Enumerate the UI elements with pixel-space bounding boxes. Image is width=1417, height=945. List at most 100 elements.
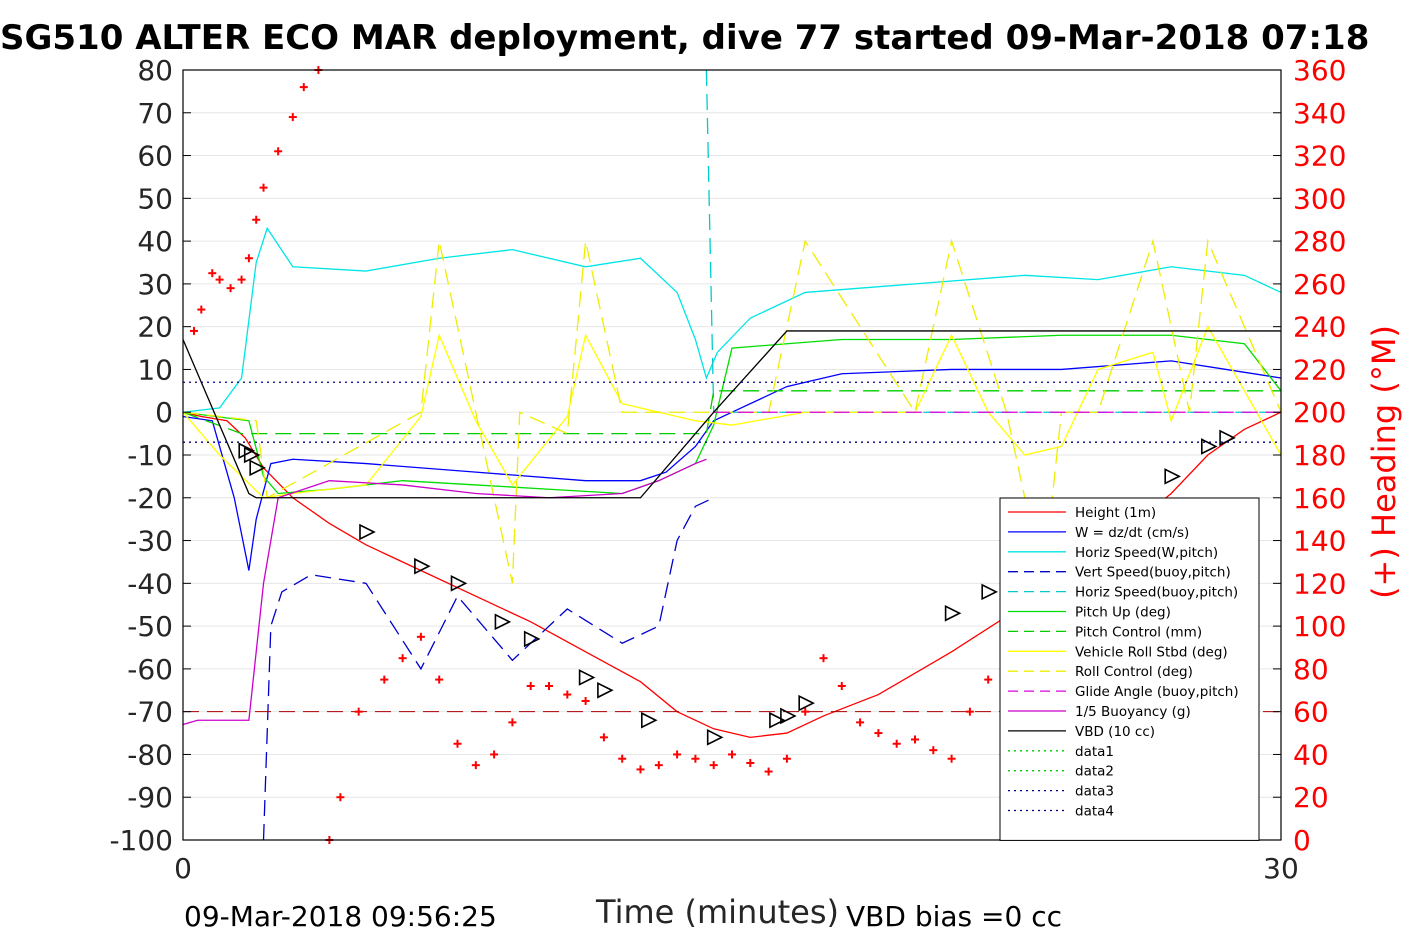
- height-marker: [243, 446, 261, 464]
- heading-point: [189, 326, 198, 335]
- heading-point: [782, 754, 791, 763]
- legend-label: 1/5 Buoyancy (g): [1075, 704, 1191, 720]
- y-right-tick-label: 360: [1293, 54, 1346, 87]
- dive-timestamp: 09-Mar-2018 09:56:25: [184, 900, 497, 933]
- y-right-tick-label: 320: [1293, 140, 1346, 173]
- y-tick-label: 10: [137, 353, 173, 386]
- heading-point: [947, 754, 956, 763]
- y-right-tick-label: 60: [1293, 696, 1329, 729]
- y-tick-label: -70: [127, 696, 173, 729]
- y-right-tick-label: 300: [1293, 182, 1346, 215]
- y-right-tick-label: 140: [1293, 525, 1346, 558]
- heading-point: [709, 761, 718, 770]
- series-vbd-10-cc: [182, 330, 1281, 499]
- legend-label: Height (1m): [1075, 505, 1156, 521]
- height-marker: [981, 583, 998, 601]
- height-marker: [414, 557, 431, 575]
- y-axis-label-right: (+) Heading (°M): [1365, 325, 1403, 599]
- y-tick-label: 40: [137, 225, 173, 258]
- y-tick-label: 20: [137, 311, 173, 344]
- heading-point: [244, 254, 253, 263]
- height-marker: [238, 442, 256, 460]
- heading-point: [299, 83, 308, 92]
- height-marker: [706, 729, 724, 746]
- legend-label: W = dz/dt (cm/s): [1075, 525, 1189, 541]
- height-marker: [1164, 468, 1181, 485]
- height-marker: [1219, 429, 1236, 447]
- height-marker: [798, 694, 815, 712]
- series-vert-speed-buoy-pitch: [262, 497, 714, 841]
- heading-point: [259, 183, 268, 192]
- height-marker: [450, 575, 468, 592]
- heading-point: [526, 682, 535, 690]
- y-tick-label: 50: [137, 182, 173, 215]
- y-right-tick-label: 340: [1293, 97, 1346, 130]
- y-right-tick-label: 240: [1293, 311, 1346, 344]
- legend-label: data1: [1075, 744, 1114, 760]
- heading-point: [929, 746, 938, 755]
- y-tick-label: -60: [127, 653, 173, 686]
- series-roll-control-deg: [182, 238, 1282, 584]
- y-tick-label: -30: [127, 525, 173, 558]
- legend-label: Vehicle Roll Stbd (deg): [1075, 644, 1228, 660]
- y-right-tick-label: 160: [1293, 482, 1346, 515]
- y-tick-label: -20: [127, 482, 173, 515]
- height-marker: [523, 630, 541, 648]
- chart-title: SG510 ALTER ECO MAR deployment, dive 77 …: [0, 18, 1370, 58]
- heading-point: [380, 675, 389, 684]
- legend-label: data3: [1075, 784, 1114, 800]
- heading-point: [984, 675, 993, 684]
- heading-point: [336, 793, 345, 802]
- height-marker: [578, 669, 596, 686]
- y-tick-label: -100: [109, 824, 173, 857]
- heading-point: [636, 765, 645, 774]
- y-tick-label: 80: [137, 54, 173, 87]
- x-tick-label: 0: [174, 852, 192, 885]
- heading-point: [819, 654, 828, 663]
- heading-point: [416, 632, 425, 641]
- legend: Height (1m) W = dz/dt (cm/s) Horiz Speed(W…: [999, 497, 1260, 841]
- series-pitch-up-deg: [182, 334, 1282, 495]
- heading-point: [654, 761, 663, 770]
- heading-point: [435, 675, 444, 684]
- heading-point: [599, 733, 608, 742]
- heading-point: [288, 113, 297, 122]
- height-marker: [359, 523, 376, 541]
- y-tick-label: -40: [127, 567, 173, 600]
- height-marker: [494, 613, 512, 631]
- height-marker: [597, 681, 614, 699]
- y-right-tick-label: 100: [1293, 610, 1346, 643]
- x-tick-label: 30: [1263, 852, 1299, 885]
- heading-point: [226, 284, 235, 293]
- y-right-tick-label: 180: [1293, 439, 1346, 472]
- heading-point: [490, 750, 499, 759]
- height-marker: [944, 604, 962, 622]
- legend-label: Pitch Up (deg): [1075, 605, 1171, 621]
- heading-point: [892, 739, 901, 748]
- height-marker: [769, 711, 786, 729]
- y-tick-label: -80: [127, 738, 173, 771]
- heading-point: [673, 750, 682, 759]
- axis-layer: 80706050403020100-10-20-30-40-50-60-70-8…: [109, 54, 1346, 885]
- heading-point: [354, 707, 363, 716]
- legend-label: data4: [1075, 804, 1114, 820]
- legend-box: [999, 497, 1260, 841]
- y-right-tick-label: 40: [1293, 738, 1329, 771]
- heading-point: [215, 275, 224, 284]
- heading-point: [911, 735, 919, 744]
- legend-label: Roll Control (deg): [1075, 664, 1193, 680]
- heading-point: [208, 269, 217, 278]
- y-tick-label: 30: [137, 268, 173, 301]
- legend-label: Horiz Speed(W,pitch): [1075, 545, 1218, 561]
- heading-point: [398, 654, 407, 663]
- y-right-tick-label: 260: [1293, 268, 1346, 301]
- heading-point: [274, 147, 283, 156]
- heading-point: [581, 696, 590, 705]
- y-tick-label: 0: [155, 396, 173, 429]
- y-right-tick-label: 0: [1293, 824, 1311, 857]
- y-tick-label: -10: [127, 439, 173, 472]
- vbd-bias-label: VBD bias =0 cc: [846, 900, 1062, 933]
- heading-point: [874, 729, 883, 738]
- height-marker: [1201, 438, 1218, 455]
- heading-point: [856, 718, 865, 727]
